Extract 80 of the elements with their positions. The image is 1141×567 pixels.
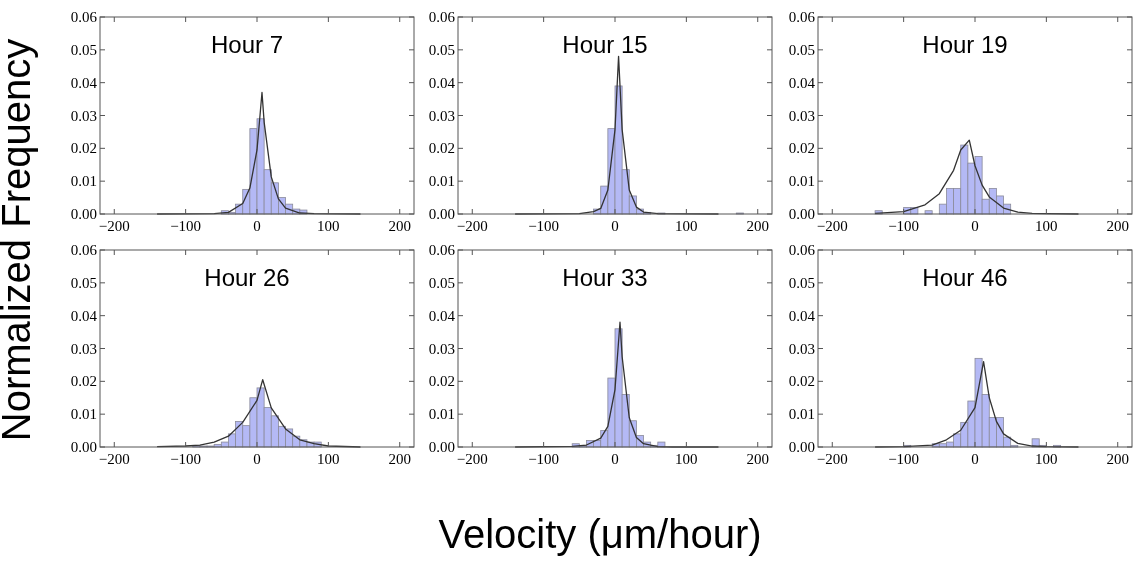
x-tick-label: −200 (98, 451, 130, 467)
y-tick-label: 0.03 (788, 107, 815, 124)
x-tick-label: 200 (1106, 218, 1129, 234)
y-tick-label: 0.03 (428, 340, 455, 357)
x-tick-label: −200 (816, 451, 848, 467)
y-tick-label: 0.03 (788, 340, 815, 357)
x-tick-label: 200 (388, 451, 411, 467)
y-tick-label: 0.04 (70, 74, 98, 91)
y-tick-label: 0.05 (70, 41, 97, 58)
y-tick-label: 0.05 (788, 41, 815, 58)
x-tick-label: −100 (888, 451, 920, 467)
x-tick-label: −100 (170, 451, 202, 467)
y-tick-label: 0.03 (70, 107, 97, 124)
x-tick-label: −200 (816, 218, 848, 234)
y-tick-label: 0.05 (788, 274, 815, 291)
x-tick-label: −200 (98, 218, 130, 234)
y-axis-title: Normalized Frequency (0, 38, 38, 442)
x-tick-label: 200 (746, 451, 769, 467)
y-tick-label: 0.01 (788, 406, 815, 423)
y-tick-label: 0.04 (788, 307, 816, 324)
text: Hour 7 (210, 31, 284, 58)
x-tick-label: 200 (1106, 451, 1129, 467)
x-tick-label: −200 (456, 218, 488, 234)
y-tick-label: 0.02 (428, 140, 455, 157)
x-tick-label: 0 (611, 451, 619, 467)
y-tick-label: 0.05 (428, 274, 455, 291)
y-tick-label: 0.06 (428, 9, 456, 25)
y-tick-label: 0.02 (788, 140, 815, 157)
y-tick-label: 0.03 (70, 340, 97, 357)
y-tick-label: 0.02 (70, 373, 97, 390)
text: Hour 26 (204, 264, 290, 291)
y-tick-label: 0.04 (788, 74, 816, 91)
x-tick-label: 100 (1035, 218, 1058, 234)
y-tick-label: 0.00 (70, 206, 97, 222)
y-tick-label: 0.02 (428, 373, 455, 390)
x-tick-label: 100 (675, 218, 698, 234)
y-tick-label: 0.00 (788, 439, 815, 455)
y-tick-label: 0.02 (70, 140, 97, 157)
text: Hour 19 (922, 31, 1008, 58)
x-tick-label: 200 (746, 218, 769, 234)
x-tick-label: −100 (528, 218, 560, 234)
x-tick-label: 0 (971, 218, 979, 234)
x-tick-label: 100 (317, 218, 340, 234)
y-tick-label: 0.01 (788, 173, 815, 190)
y-tick-label: 0.01 (428, 173, 455, 190)
x-tick-label: 0 (611, 218, 619, 234)
y-tick-label: 0.01 (70, 173, 97, 190)
x-tick-label: 0 (971, 451, 979, 467)
text: Hour 33 (562, 264, 648, 291)
y-tick-label: 0.05 (70, 274, 97, 291)
text: Hour 46 (922, 264, 1008, 291)
x-tick-label: −100 (170, 218, 202, 234)
y-tick-label: 0.06 (788, 9, 816, 25)
x-tick-label: 100 (317, 451, 340, 467)
x-tick-label: −100 (888, 218, 920, 234)
y-tick-label: 0.05 (428, 41, 455, 58)
x-axis-title: Velocity (μm/hour) (438, 512, 762, 556)
y-tick-label: 0.01 (428, 406, 455, 423)
y-tick-label: 0.04 (428, 74, 456, 91)
y-tick-label: 0.06 (70, 9, 98, 25)
y-tick-label: 0.00 (70, 439, 97, 455)
y-tick-label: 0.06 (70, 242, 98, 258)
x-tick-label: 100 (675, 451, 698, 467)
text: Hour 15 (562, 31, 648, 58)
x-tick-label: 100 (1035, 451, 1058, 467)
x-tick-label: −200 (456, 451, 488, 467)
y-tick-label: 0.00 (428, 206, 455, 222)
y-tick-label: 0.03 (428, 107, 455, 124)
x-tick-label: −100 (528, 451, 560, 467)
y-tick-label: 0.00 (788, 206, 815, 222)
y-tick-label: 0.02 (788, 373, 815, 390)
x-tick-label: 200 (388, 218, 411, 234)
y-tick-label: 0.04 (70, 307, 98, 324)
y-tick-label: 0.01 (70, 406, 97, 423)
y-tick-label: 0.06 (788, 242, 816, 258)
y-tick-label: 0.06 (428, 242, 456, 258)
y-tick-label: 0.04 (428, 307, 456, 324)
y-tick-label: 0.00 (428, 439, 455, 455)
x-tick-label: 0 (253, 218, 261, 234)
x-tick-label: 0 (253, 451, 261, 467)
